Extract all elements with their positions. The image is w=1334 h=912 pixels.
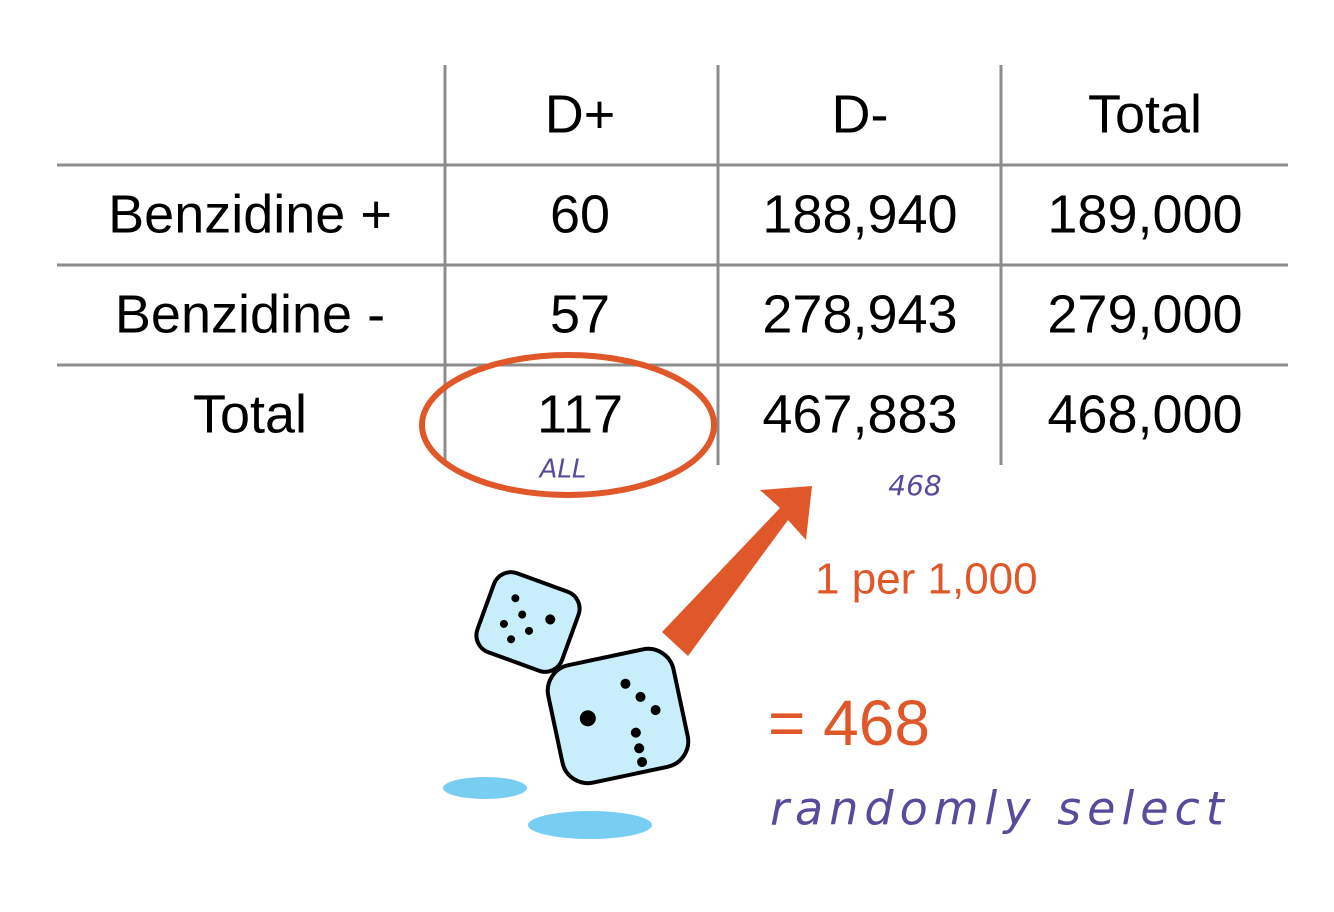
table: D+ D- Total Benzidine + 60 188,940 189,000 Benz… <box>108 84 1242 444</box>
column-header: D+ <box>545 84 616 144</box>
table-cell: 279,000 <box>1047 284 1242 344</box>
row-label: Benzidine + <box>108 184 392 244</box>
rate-label: 1 per 1,000 <box>815 555 1038 604</box>
highlight-circle <box>419 352 717 498</box>
method-note: randomly select <box>770 782 1230 836</box>
column-header: Total <box>1088 84 1202 144</box>
row-label: Total <box>193 384 307 444</box>
circle-note: ALL <box>538 455 587 485</box>
row-label: Benzidine - <box>115 284 385 344</box>
table-cell: 467,883 <box>762 384 957 444</box>
table-cell: 117 <box>537 384 623 444</box>
table-cell: 468,000 <box>1047 384 1242 444</box>
table-cell: 189,000 <box>1047 184 1242 244</box>
table-cell: 60 <box>550 184 610 244</box>
column-header: D- <box>832 84 889 144</box>
arrow <box>662 486 812 656</box>
sample-note: 468 <box>888 469 941 502</box>
result-label: = 468 <box>768 687 930 759</box>
table-cell: 278,943 <box>762 284 957 344</box>
dice <box>443 570 691 839</box>
table-cell: 188,940 <box>762 184 957 244</box>
table-rules <box>57 65 1288 465</box>
table-cell: 57 <box>550 284 610 344</box>
